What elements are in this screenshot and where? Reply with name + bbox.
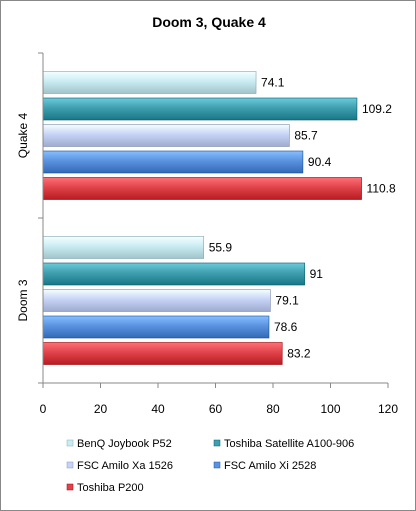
bar-quake-4-4 xyxy=(42,177,362,200)
legend-label: FSC Amilo Xi 2528 xyxy=(224,460,316,472)
x-tick-label: 20 xyxy=(94,402,108,416)
value-label: 55.9 xyxy=(209,241,233,255)
x-tick-label: 60 xyxy=(209,402,223,416)
x-tick-label: 120 xyxy=(378,402,398,416)
x-tick-label: 100 xyxy=(320,402,340,416)
bar-doom-3-1 xyxy=(42,262,305,286)
chart-title: Doom 3, Quake 4 xyxy=(152,14,266,30)
legend: BenQ Joybook P52 Toshiba Satellite A100-9… xyxy=(66,438,354,494)
bar-quake-4-3 xyxy=(42,150,304,174)
value-label: 91 xyxy=(310,267,324,281)
category-label: Doom 3 xyxy=(16,279,30,321)
legend-label: Toshiba P200 xyxy=(77,482,144,494)
legend-swatch xyxy=(213,461,221,469)
value-label: 110.8 xyxy=(367,182,396,196)
value-label: 109.2 xyxy=(362,102,392,116)
bar-doom-3-3 xyxy=(42,315,270,339)
legend-swatch xyxy=(213,439,221,447)
axis-layer: Quake 4 Doom 3 0 20 40 60 80 100 120 xyxy=(16,52,398,416)
legend-label: FSC Amilo Xa 1526 xyxy=(77,460,173,472)
value-label: 78.6 xyxy=(274,320,298,334)
legend-swatch xyxy=(66,483,74,491)
legend-swatch xyxy=(66,439,74,447)
value-label: 85.7 xyxy=(294,129,318,143)
bar-quake-4-0 xyxy=(42,71,257,94)
bars-layer: 74.1 109.2 85.7 90.4 110.8 55.9 91 79.1 78.6 83.2 xyxy=(42,71,396,365)
x-tick-label: 80 xyxy=(266,402,280,416)
legend-label: BenQ Joybook P52 xyxy=(77,438,172,450)
legend-swatch xyxy=(66,461,74,469)
bar-quake-4-1 xyxy=(42,97,358,121)
bar-doom-3-2 xyxy=(42,289,271,312)
value-label: 79.1 xyxy=(275,294,299,308)
value-label: 74.1 xyxy=(261,76,285,90)
value-label: 90.4 xyxy=(308,155,332,169)
bar-doom-3-0 xyxy=(42,236,205,259)
value-label: 83.2 xyxy=(287,347,311,361)
legend-label: Toshiba Satellite A100-906 xyxy=(224,438,354,450)
x-tick-label: 40 xyxy=(151,402,165,416)
bar-quake-4-2 xyxy=(42,124,290,147)
category-label: Quake 4 xyxy=(16,112,30,158)
bar-doom-3-4 xyxy=(42,342,283,365)
x-tick-label: 0 xyxy=(40,402,47,416)
